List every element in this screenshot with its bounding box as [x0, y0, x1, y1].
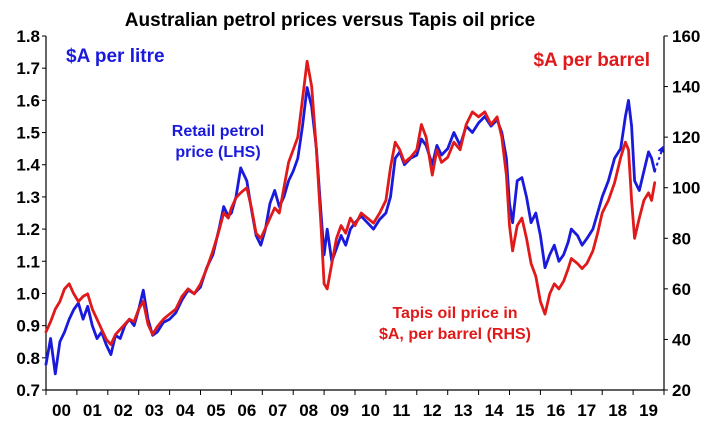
left-tick-label: 1.1: [16, 252, 40, 271]
x-tick-label: 12: [423, 401, 442, 420]
left-tick-label: 1.4: [16, 156, 40, 175]
left-tick-label: 1.6: [16, 91, 40, 110]
left-tick-label: 0.7: [16, 381, 40, 400]
x-tick-label: 13: [454, 401, 473, 420]
left-tick-label: 0.8: [16, 349, 40, 368]
x-tick-label: 00: [52, 401, 71, 420]
right-tick-label: 140: [672, 78, 700, 97]
left-tick-label: 1.7: [16, 59, 40, 78]
x-tick-label: 18: [608, 401, 627, 420]
x-tick-label: 03: [145, 401, 164, 420]
right-axis-label: $A per barrel: [533, 50, 650, 71]
x-tick-label: 19: [639, 401, 658, 420]
right-tick-label: 120: [672, 128, 700, 147]
retail-petrol-projection-line: [653, 148, 664, 172]
x-tick-label: 08: [299, 401, 318, 420]
x-tick-label: 15: [515, 401, 534, 420]
series-label-tapis-line1: Tapis oil price in: [392, 305, 517, 322]
series-label-retail-line1: Retail petrol: [172, 123, 264, 140]
right-tick-label: 160: [672, 27, 700, 46]
left-tick-label: 0.9: [16, 317, 40, 336]
x-tick-label: 05: [206, 401, 225, 420]
retail-petrol-line: [44, 86, 657, 376]
x-tick-label: 02: [114, 401, 133, 420]
x-tick-label: 16: [546, 401, 565, 420]
left-axis-label: $A per litre: [66, 46, 165, 67]
series-label-retail-line2: price (LHS): [175, 144, 260, 161]
x-tick-label: 07: [268, 401, 287, 420]
chart-title: Australian petrol prices versus Tapis oi…: [125, 10, 535, 31]
left-tick-label: 1.8: [16, 27, 40, 46]
series-label-tapis-line2: $A, per barrel (RHS): [379, 326, 531, 343]
right-tick-label: 40: [672, 330, 691, 349]
right-tick-label: 100: [672, 179, 700, 198]
x-tick-label: 11: [392, 401, 410, 420]
left-tick-label: 1.5: [16, 124, 40, 143]
x-tick-label: 04: [176, 401, 195, 420]
x-tick-label: 01: [83, 401, 102, 420]
x-tick-label: 14: [485, 401, 504, 420]
retail-petrol-projection-arrow: [657, 144, 665, 153]
left-tick-label: 1.2: [16, 220, 40, 239]
x-tick-label: 06: [237, 401, 256, 420]
series-layer: [44, 59, 665, 376]
right-tick-label: 60: [672, 280, 691, 299]
left-tick-label: 1.0: [16, 284, 40, 303]
x-tick-label: 17: [577, 401, 596, 420]
x-tick-label: 09: [330, 401, 349, 420]
tapis-oil-line: [44, 59, 657, 346]
left-tick-label: 1.3: [16, 188, 40, 207]
right-tick-label: 80: [672, 229, 691, 248]
axes-layer: 0.7 0.8 0.9 1.0 1.1 1.2 1.3 1.4 1.5 1.6 1.7 1.8 20 40…: [16, 27, 700, 420]
x-tick-label: 10: [361, 401, 380, 420]
right-tick-label: 20: [672, 381, 691, 400]
